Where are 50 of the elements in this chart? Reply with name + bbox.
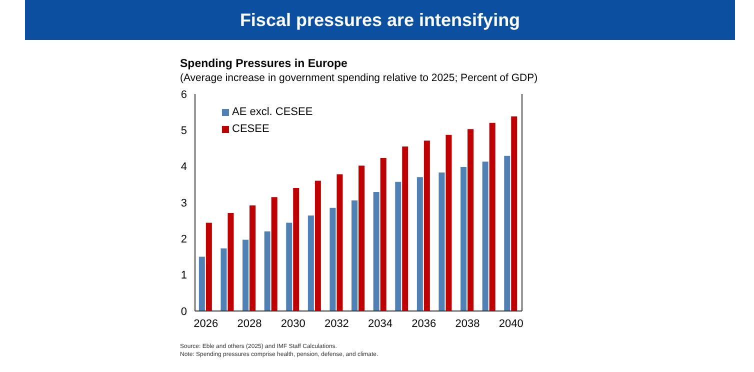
bar — [308, 216, 314, 311]
bar — [293, 188, 300, 311]
y-tick-label: 3 — [180, 197, 187, 210]
y-tick-label: 1 — [180, 270, 187, 282]
y-tick-label: 5 — [180, 125, 187, 138]
chart-title: Fiscal pressures are intensifying — [25, 0, 735, 40]
bar — [424, 140, 430, 311]
legend-label: AE excl. CESEE — [232, 105, 313, 120]
bar — [352, 200, 358, 311]
y-tick-label: 6 — [180, 88, 187, 101]
bar — [264, 231, 270, 311]
bar — [460, 167, 467, 311]
bar — [446, 134, 452, 311]
legend-label: CESEE — [232, 122, 270, 137]
x-tick-label: 2032 — [324, 318, 349, 330]
y-tick-label: 0 — [180, 306, 187, 318]
chart-subtitle: Spending Pressures in Europe — [180, 58, 348, 70]
bar — [314, 180, 321, 311]
bar — [220, 248, 227, 311]
bar — [511, 116, 518, 311]
bar — [504, 156, 510, 311]
x-tick-label: 2038 — [455, 318, 480, 330]
bar — [438, 172, 445, 311]
bar — [358, 166, 365, 311]
bar — [482, 162, 488, 311]
bar — [395, 182, 402, 311]
bar — [286, 222, 292, 311]
x-tick-label: 2026 — [194, 318, 218, 330]
bar — [416, 177, 423, 311]
bar — [228, 212, 234, 311]
bar — [468, 129, 474, 311]
text: (Average increase in government spending relative to 2025; Percent of GDP) — [180, 72, 538, 84]
bar — [250, 205, 256, 311]
bar — [373, 192, 380, 311]
x-tick-label: 2028 — [237, 318, 262, 330]
bar — [271, 197, 278, 311]
bar — [242, 240, 249, 311]
y-tick-label: 2 — [180, 234, 187, 246]
bar — [489, 122, 496, 311]
x-tick-label: 2036 — [412, 318, 436, 330]
x-tick-label: 2030 — [280, 318, 306, 330]
bar — [336, 174, 343, 311]
y-tick-label: 4 — [180, 161, 187, 174]
x-tick-label: 2040 — [498, 318, 524, 330]
bar — [198, 256, 205, 311]
bar — [402, 146, 408, 311]
x-tick-label: 2034 — [368, 318, 393, 330]
bar — [330, 208, 336, 311]
bar — [206, 222, 212, 311]
bar — [380, 158, 386, 311]
